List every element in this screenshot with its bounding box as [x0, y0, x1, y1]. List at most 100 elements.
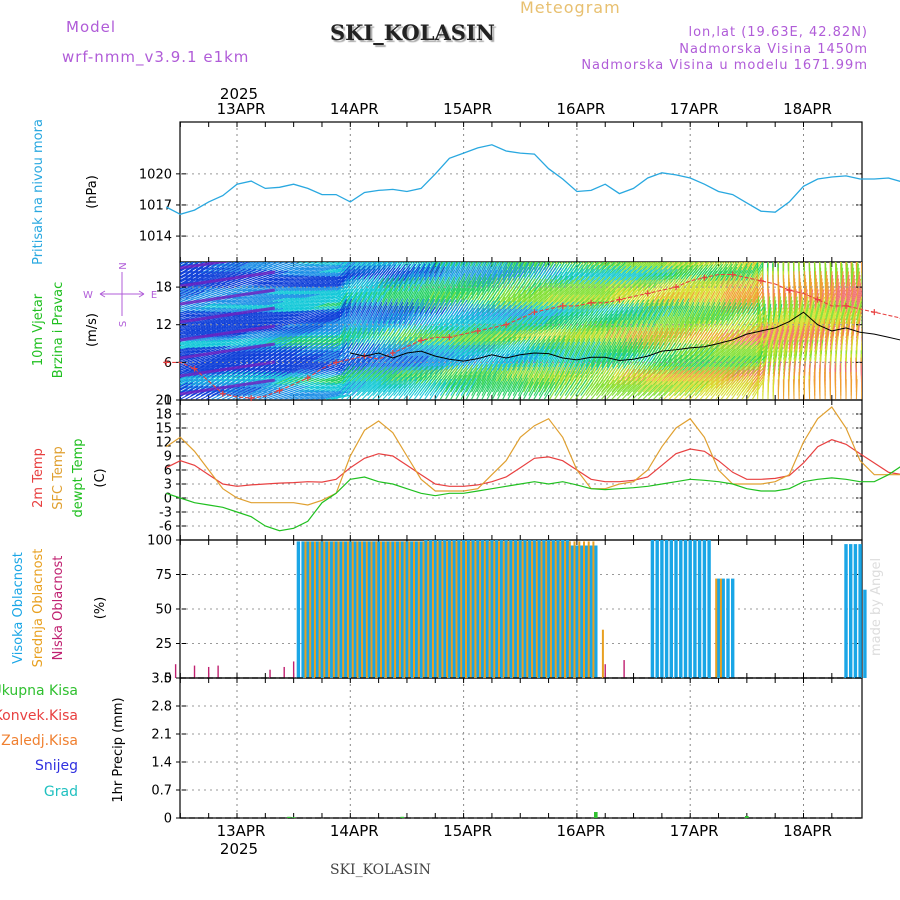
wind-barb: [278, 342, 298, 353]
wind-barb: [538, 366, 549, 386]
wind-barb: [564, 359, 575, 378]
wind-barb: [777, 329, 785, 349]
watermark-text: made by Angel: [869, 558, 884, 656]
wind-barb: [351, 288, 364, 306]
wind-barb: [180, 333, 201, 339]
wind-barb: [310, 324, 329, 335]
wind-barb: [367, 262, 376, 270]
wind-barb: [512, 323, 528, 339]
wind-barb: [611, 306, 624, 324]
wind-barb: [798, 292, 803, 313]
wind-barb: [689, 339, 703, 357]
wind-barb: [190, 286, 210, 296]
wind-barb: [315, 346, 334, 357]
wind-barb: [211, 262, 221, 267]
wind-barb: [867, 304, 872, 323]
wind-barb: [772, 322, 779, 342]
wind-barb: [258, 371, 277, 382]
wind-barb: [606, 372, 620, 389]
wind-barb: [471, 299, 484, 317]
wind-barb: [554, 305, 569, 321]
wind-barb: [445, 287, 456, 306]
wind-barb: [606, 345, 617, 364]
wind-barb: [705, 274, 717, 292]
wind-barb: [616, 341, 628, 360]
wind-barb: [710, 332, 724, 350]
wind-barb: [424, 262, 434, 274]
wind-barb: [195, 371, 215, 382]
wind-barb: [211, 361, 230, 371]
wind-barb: [517, 262, 525, 274]
wind-barb: [465, 367, 478, 386]
wind-barb: [554, 359, 565, 378]
wind-barb: [528, 370, 539, 389]
wind-barb: [497, 266, 508, 285]
wind-barb: [445, 262, 452, 270]
wind-barb: [772, 340, 779, 360]
wind-barb: [263, 342, 282, 353]
wind-barb: [180, 360, 190, 365]
wind-barb: [393, 267, 406, 285]
wind-barb: [840, 274, 845, 295]
wind-barb: [278, 353, 298, 364]
wind-barb: [762, 314, 768, 335]
wind-barb: [377, 274, 390, 292]
wind-barb: [720, 302, 732, 321]
wind-barb: [840, 285, 846, 306]
wind-barb: [481, 265, 492, 285]
wind-barb: [403, 302, 414, 321]
wind-barb: [232, 350, 251, 361]
wind-barb: [476, 364, 489, 382]
wind-barb: [845, 267, 849, 288]
wind-barb: [866, 350, 867, 370]
wind-barb: [855, 286, 862, 306]
wind-barb: [590, 345, 601, 364]
wind-barb: [502, 262, 512, 278]
wind-barb: [393, 369, 408, 386]
wind-barb: [180, 314, 200, 321]
wind-barb: [606, 287, 621, 303]
wind-barb: [445, 371, 458, 389]
wind-barb: [653, 354, 667, 371]
wind-barb: [471, 364, 484, 382]
wind-barb: [819, 285, 824, 306]
wind-barb: [767, 325, 774, 346]
wind-barb: [684, 309, 695, 328]
wind-barb: [460, 367, 473, 386]
wind-barb: [305, 302, 325, 310]
wind-barb: [637, 361, 651, 378]
wind-barb: [278, 349, 298, 361]
wind-barb: [512, 285, 526, 303]
wind-barb: [367, 312, 378, 332]
wind-barb: [554, 308, 569, 324]
wind-barb: [294, 319, 314, 328]
wind-barb: [486, 360, 499, 378]
wind-barb: [258, 364, 277, 375]
wind-barb: [247, 363, 266, 375]
wind-barb: [809, 307, 816, 328]
wind-barb: [715, 298, 726, 317]
wind-barb: [304, 365, 324, 375]
wind-barb: [611, 283, 627, 299]
wind-barb: [284, 332, 303, 343]
wind-barb: [273, 332, 293, 343]
model-elevation-readout: Nadmorska Visina u modelu 1671.99m: [581, 58, 868, 73]
wind-barb: [242, 346, 262, 357]
wind-barb: [180, 289, 194, 297]
wind-barb: [829, 285, 835, 306]
wind-barb: [335, 282, 350, 299]
wind-barb: [694, 339, 708, 357]
wind-barb: [180, 362, 195, 370]
wind-barb: [809, 304, 815, 324]
wind-barb: [725, 366, 741, 382]
wind-barb: [180, 344, 190, 348]
wind-barb: [824, 314, 832, 335]
wind-barb: [829, 282, 835, 303]
wind-barb: [310, 331, 329, 343]
wind-barb: [772, 343, 779, 364]
wind-barb: [507, 262, 517, 278]
wind-barb: [543, 332, 557, 350]
wind-barb: [356, 316, 367, 335]
wind-barb: [278, 335, 298, 346]
wind-barb: [237, 262, 256, 271]
